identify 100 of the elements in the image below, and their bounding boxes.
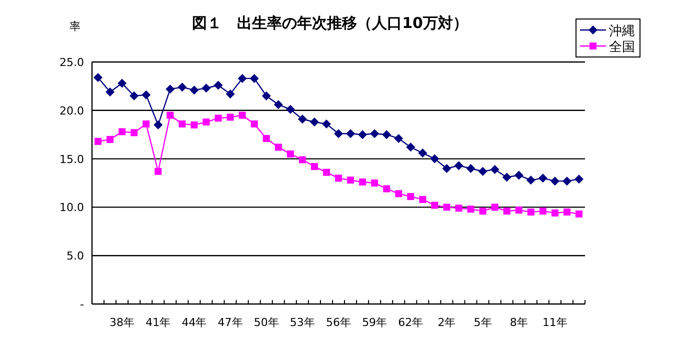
point: [286, 150, 294, 158]
point: [202, 84, 211, 93]
point: [442, 164, 452, 173]
x-tick-label: 5年: [474, 316, 492, 329]
point: [538, 174, 548, 183]
y-tick-label: 15.0: [60, 152, 84, 166]
point: [322, 168, 330, 176]
x-tick-label: 53年: [290, 316, 315, 329]
point: [575, 210, 582, 218]
point: [142, 90, 151, 100]
point: [334, 129, 343, 138]
point: [190, 86, 199, 95]
x-tick-label: 59年: [362, 316, 388, 329]
point: [382, 130, 392, 140]
y-axis-title: 率: [70, 20, 80, 33]
point: [226, 114, 234, 121]
point: [490, 164, 500, 174]
point: [94, 138, 102, 145]
point: [371, 180, 378, 186]
point: [190, 121, 198, 128]
point: [370, 129, 380, 138]
x-tick-label: 56年: [326, 316, 351, 329]
point: [214, 80, 223, 90]
point: [286, 104, 295, 114]
point: [310, 163, 318, 170]
point: [479, 208, 486, 215]
y-tick-label: 5.0: [66, 250, 84, 263]
y-tick-label: 10.0: [60, 201, 84, 214]
point: [515, 206, 522, 214]
x-tick-label: 62年: [398, 316, 424, 329]
y-tick-label: 25.0: [60, 56, 84, 69]
point: [346, 129, 356, 138]
point: [178, 82, 187, 92]
point: [514, 170, 524, 180]
point: [418, 148, 428, 158]
point: [358, 130, 368, 140]
point: [142, 120, 150, 128]
point: [406, 142, 416, 152]
point: [130, 129, 138, 136]
legend-label: 全国: [609, 40, 635, 55]
point: [383, 185, 390, 192]
point: [274, 144, 282, 151]
point: [238, 112, 246, 119]
point: [454, 161, 464, 170]
point: [202, 118, 210, 126]
point: [347, 176, 354, 184]
point: [574, 174, 584, 184]
point: [250, 120, 258, 128]
point: [443, 204, 450, 211]
legend-label: 沖縄: [609, 24, 635, 39]
point: [238, 74, 247, 83]
point: [262, 134, 270, 142]
point: [118, 128, 126, 136]
point: [478, 166, 488, 176]
point: [563, 208, 570, 216]
point: [310, 118, 319, 127]
point: [154, 120, 163, 130]
point: [106, 136, 114, 143]
point: [395, 190, 402, 198]
point: [502, 172, 512, 182]
point: [106, 88, 115, 97]
chart-title: 図１ 出生率の年次推移（人口10万対）: [192, 14, 468, 32]
x-tick-label: 41年: [146, 316, 171, 329]
point: [118, 78, 127, 88]
x-tick-label: 44年: [182, 316, 207, 329]
point: [166, 112, 174, 119]
x-tick-label: 38年: [110, 316, 135, 329]
point: [562, 176, 572, 186]
point: [130, 91, 139, 100]
y-tick-label: -: [80, 298, 84, 311]
point: [154, 168, 162, 175]
point: [527, 208, 534, 216]
point: [551, 210, 558, 217]
point: [419, 196, 426, 203]
x-tick-label: 47年: [218, 316, 243, 329]
point: [431, 202, 438, 209]
point: [526, 176, 536, 185]
point: [178, 120, 186, 128]
point: [214, 114, 222, 122]
point: [94, 72, 103, 82]
point: [298, 114, 307, 124]
point: [250, 74, 259, 83]
point: [430, 154, 440, 164]
point: [359, 178, 366, 186]
point: [226, 89, 235, 98]
point: [166, 84, 175, 94]
point: [539, 208, 546, 215]
point: [407, 193, 414, 200]
point: [503, 208, 510, 215]
point: [550, 176, 560, 186]
x-tick-label: 2年: [438, 316, 456, 329]
point: [262, 91, 271, 100]
x-tick-label: 50年: [254, 316, 279, 329]
point: [322, 119, 331, 128]
x-tick-label: 11年: [542, 316, 568, 329]
point: [335, 174, 342, 182]
y-tick-label: 20.0: [60, 104, 84, 118]
point: [455, 204, 462, 212]
point: [491, 204, 498, 211]
point: [394, 134, 404, 143]
